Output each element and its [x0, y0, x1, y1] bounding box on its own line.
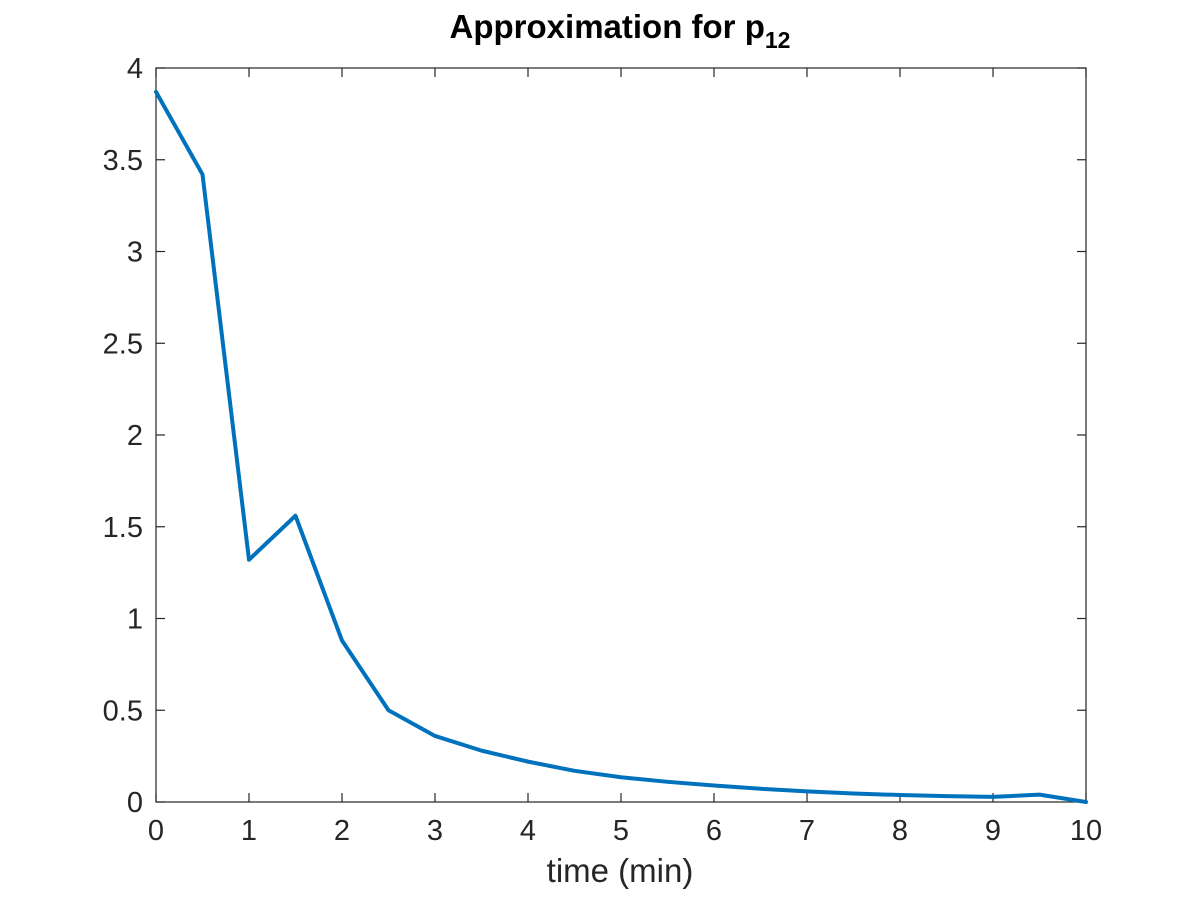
data-point [852, 792, 856, 796]
y-tick-label: 0.5 [103, 695, 143, 727]
plot-box [155, 67, 1087, 803]
y-tick-label: 3.5 [103, 145, 143, 177]
series-layer [154, 89, 1088, 804]
data-point [433, 734, 437, 738]
chart-title-subscript: 12 [765, 27, 791, 53]
data-point [247, 558, 251, 562]
y-tick-label: 1 [127, 604, 143, 636]
x-tick-label: 7 [799, 815, 815, 847]
axis-labels: time (min) Approximation for p12 [450, 8, 791, 889]
series-line [154, 89, 1088, 804]
data-point [1038, 793, 1042, 797]
x-tick-label: 8 [892, 815, 908, 847]
x-tick-label: 1 [241, 815, 257, 847]
x-tick-label: 0 [148, 815, 164, 847]
data-point [480, 749, 484, 753]
x-axis-label: time (min) [547, 852, 694, 889]
data-point [991, 795, 995, 799]
x-tick-label: 3 [427, 815, 443, 847]
data-point [340, 639, 344, 643]
data-point [201, 172, 205, 176]
y-tick-label: 1.5 [103, 512, 143, 544]
x-tick-label: 10 [1070, 815, 1102, 847]
y-tick-label: 2 [127, 420, 143, 452]
data-point [666, 780, 670, 784]
data-point [945, 794, 949, 798]
data-point [759, 787, 763, 791]
x-tick-label: 2 [334, 815, 350, 847]
x-tick-label: 6 [706, 815, 722, 847]
x-tick-label: 4 [520, 815, 536, 847]
y-tick-label: 3 [127, 237, 143, 269]
data-point [898, 793, 902, 797]
data-point [573, 769, 577, 773]
data-point [387, 708, 391, 712]
data-point [805, 789, 809, 793]
x-tick-label: 9 [985, 815, 1001, 847]
y-tick-label: 2.5 [103, 328, 143, 360]
data-point [1084, 800, 1088, 804]
plot-area [155, 67, 1087, 803]
chart-title-main: Approximation for p [450, 8, 765, 45]
y-tick-label: 4 [127, 53, 143, 85]
data-point [526, 760, 530, 764]
data-point [154, 90, 158, 94]
data-point [619, 775, 623, 779]
x-tick-label: 5 [613, 815, 629, 847]
data-point [712, 783, 716, 787]
data-point [294, 514, 298, 518]
chart-title: Approximation for p12 [450, 8, 791, 53]
y-tick-label: 0 [127, 787, 143, 819]
axis-ticks: 0 1 2 3 4 5 6 7 8 9 10 0 0.5 1 1.5 2 2.5 3 3.5 4 [103, 53, 1102, 847]
